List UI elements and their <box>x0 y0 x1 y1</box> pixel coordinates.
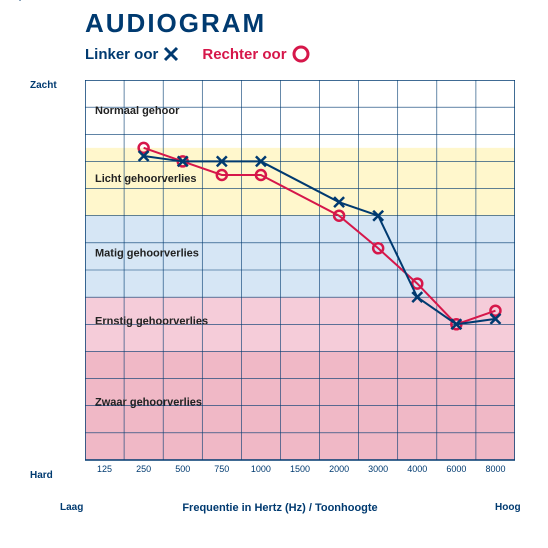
y-axis-label: Toe te voegen decibel (dB) om geluid hoo… <box>18 0 32 80</box>
x-tick-label: 8000 <box>485 464 505 474</box>
x-tick-label: 1500 <box>290 464 310 474</box>
x-tick-label: 250 <box>136 464 151 474</box>
audiogram-chart: -100102030405060708090100110120130125250… <box>85 80 515 480</box>
y-corner-top: Zacht <box>30 80 57 91</box>
x-corner-left: Laag <box>60 502 83 513</box>
band-label: Matig gehoorverlies <box>95 247 199 259</box>
legend-left-label: Linker oor <box>85 46 158 63</box>
x-axis-label: Frequentie in Hertz (Hz) / Toonhoogte <box>150 502 410 514</box>
band-label: Ernstig gehoorverlies <box>95 315 208 327</box>
x-corner-right: Hoog <box>495 502 521 513</box>
y-corner-bottom: Hard <box>30 470 53 481</box>
x-tick-label: 6000 <box>446 464 466 474</box>
x-tick-label: 125 <box>97 464 112 474</box>
circle-marker-icon <box>291 44 311 64</box>
x-marker-icon <box>162 45 180 63</box>
chart-title: AUDIOGRAM <box>85 8 266 39</box>
x-tick-label: 750 <box>214 464 229 474</box>
x-tick-label: 4000 <box>407 464 427 474</box>
band-label: Normaal gehoor <box>95 105 180 117</box>
x-tick-label: 1000 <box>251 464 271 474</box>
x-tick-label: 3000 <box>368 464 388 474</box>
legend-left: Linker oor <box>85 45 180 63</box>
legend-right: Rechter oor <box>202 44 310 64</box>
chart-svg: -100102030405060708090100110120130125250… <box>85 80 515 480</box>
band-label: Licht gehoorverlies <box>95 173 196 185</box>
legend: Linker oor Rechter oor <box>85 44 311 64</box>
legend-right-label: Rechter oor <box>202 46 286 63</box>
x-tick-label: 500 <box>175 464 190 474</box>
x-tick-label: 2000 <box>329 464 349 474</box>
band-label: Zwaar gehoorverlies <box>95 397 202 409</box>
